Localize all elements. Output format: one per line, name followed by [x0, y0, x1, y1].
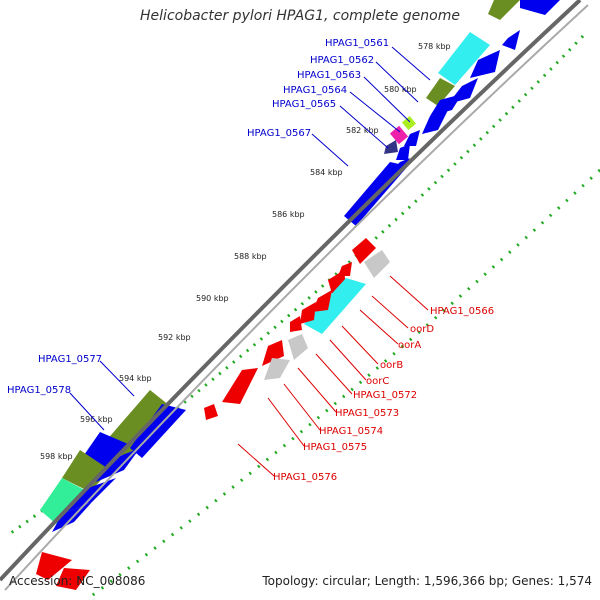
forward-callouts [69, 46, 431, 431]
gene-arrow[interactable] [426, 78, 455, 106]
gene-arrow[interactable] [288, 334, 308, 360]
gene-arrow[interactable] [130, 404, 186, 458]
tick-label: 590 kbp [196, 294, 229, 303]
gene-label[interactable]: oorC [366, 376, 389, 387]
forward-gene-labels: HPAG1_0561 HPAG1_0562 HPAG1_0563 HPAG1_0… [7, 38, 389, 396]
gene-arrow[interactable] [40, 478, 92, 524]
gene-label[interactable]: HPAG1_0578 [7, 385, 71, 396]
gene-arrow[interactable] [488, 0, 520, 20]
reverse-callouts [237, 275, 429, 477]
gene-label[interactable]: HPAG1_0567 [247, 128, 311, 139]
gene-arrow[interactable] [384, 140, 398, 154]
callout-line [267, 397, 305, 447]
tick-label: 586 kbp [272, 210, 305, 219]
gene-label[interactable]: HPAG1_0573 [335, 408, 399, 419]
genome-backbone-inner [4, 4, 589, 591]
gene-label[interactable]: HPAG1_0563 [297, 70, 361, 81]
reverse-gene-track [36, 238, 390, 590]
tick-label: 584 kbp [310, 168, 343, 177]
gene-label[interactable]: HPAG1_0564 [283, 85, 347, 96]
gene-arrow[interactable] [520, 0, 560, 15]
gene-arrow[interactable] [422, 110, 448, 134]
gene-arrow[interactable] [304, 278, 366, 334]
gene-label[interactable]: oorD [410, 324, 434, 335]
tick-label: 588 kbp [234, 252, 267, 261]
callout-line [339, 105, 389, 149]
callout-line [371, 295, 409, 329]
gene-arrow[interactable] [204, 404, 218, 420]
gene-arrow[interactable] [438, 32, 490, 85]
gene-arrow[interactable] [352, 238, 376, 264]
gene-arrow[interactable] [290, 316, 302, 332]
gene-label[interactable]: oorB [380, 360, 403, 371]
gene-arrow[interactable] [36, 552, 72, 580]
callout-line [389, 275, 429, 311]
callout-line [341, 325, 379, 365]
tick-label: 594 kbp [119, 374, 152, 383]
gene-label[interactable]: oorA [398, 340, 421, 351]
gene-arrow[interactable] [502, 30, 520, 50]
gene-arrow[interactable] [430, 94, 462, 116]
gene-arrow[interactable] [300, 302, 316, 324]
gene-label[interactable]: HPAG1_0574 [319, 426, 383, 437]
tick-label: 582 kbp [346, 126, 379, 135]
gene-arrow[interactable] [312, 290, 332, 312]
topology-text: Topology: circular; Length: 1,596,366 bp… [262, 574, 592, 588]
gene-label[interactable]: HPAG1_0575 [303, 442, 367, 453]
callout-line [375, 61, 419, 103]
map-title: Helicobacter pylori HPAG1, complete geno… [140, 8, 460, 24]
callout-line [329, 339, 367, 381]
gene-block[interactable] [401, 115, 417, 131]
tick-label: 596 kbp [80, 415, 113, 424]
gene-label[interactable]: HPAG1_0561 [325, 38, 389, 49]
inner-tick-track [85, 168, 600, 600]
tick-label: 592 kbp [158, 333, 191, 342]
gene-label[interactable]: HPAG1_0577 [38, 354, 102, 365]
callout-line [315, 353, 353, 395]
gene-arrow[interactable] [396, 144, 410, 160]
gene-block[interactable] [389, 125, 409, 145]
accession-text: Accession: NC_008086 [9, 574, 146, 588]
gene-label[interactable]: HPAG1_0565 [272, 99, 336, 110]
kbp-ticks: 578 kbp 580 kbp 582 kbp 584 kbp 586 kbp … [40, 42, 451, 461]
gene-arrow[interactable] [404, 130, 420, 146]
tick-label: 580 kbp [384, 85, 417, 94]
gene-arrow[interactable] [262, 340, 284, 366]
gene-label[interactable]: HPAG1_0572 [353, 390, 417, 401]
callout-line [349, 91, 401, 133]
callout-line [99, 360, 135, 397]
callout-line [237, 443, 275, 477]
tick-label: 578 kbp [418, 42, 451, 51]
reverse-gene-labels: HPAG1_0566 oorD oorA oorB oorC HPAG1_057… [273, 306, 494, 483]
callout-line [359, 309, 399, 345]
gene-arrow[interactable] [56, 568, 90, 590]
gene-label[interactable]: HPAG1_0576 [273, 472, 337, 483]
tick-label: 598 kbp [40, 452, 73, 461]
gene-arrow[interactable] [364, 250, 390, 278]
callout-line [69, 392, 105, 431]
genome-backbone [0, 0, 582, 582]
callout-line [363, 76, 411, 123]
gene-arrow[interactable] [470, 50, 500, 78]
gene-arrow[interactable] [62, 450, 110, 492]
callout-line [311, 133, 349, 167]
gene-label[interactable]: HPAG1_0566 [430, 306, 494, 317]
callout-line [391, 46, 431, 81]
gene-arrow[interactable] [62, 478, 116, 514]
callout-line [283, 383, 321, 431]
gene-arrow[interactable] [222, 368, 258, 404]
gene-label[interactable]: HPAG1_0562 [310, 55, 374, 66]
gene-arrow[interactable] [264, 358, 290, 380]
callout-line [297, 367, 337, 413]
